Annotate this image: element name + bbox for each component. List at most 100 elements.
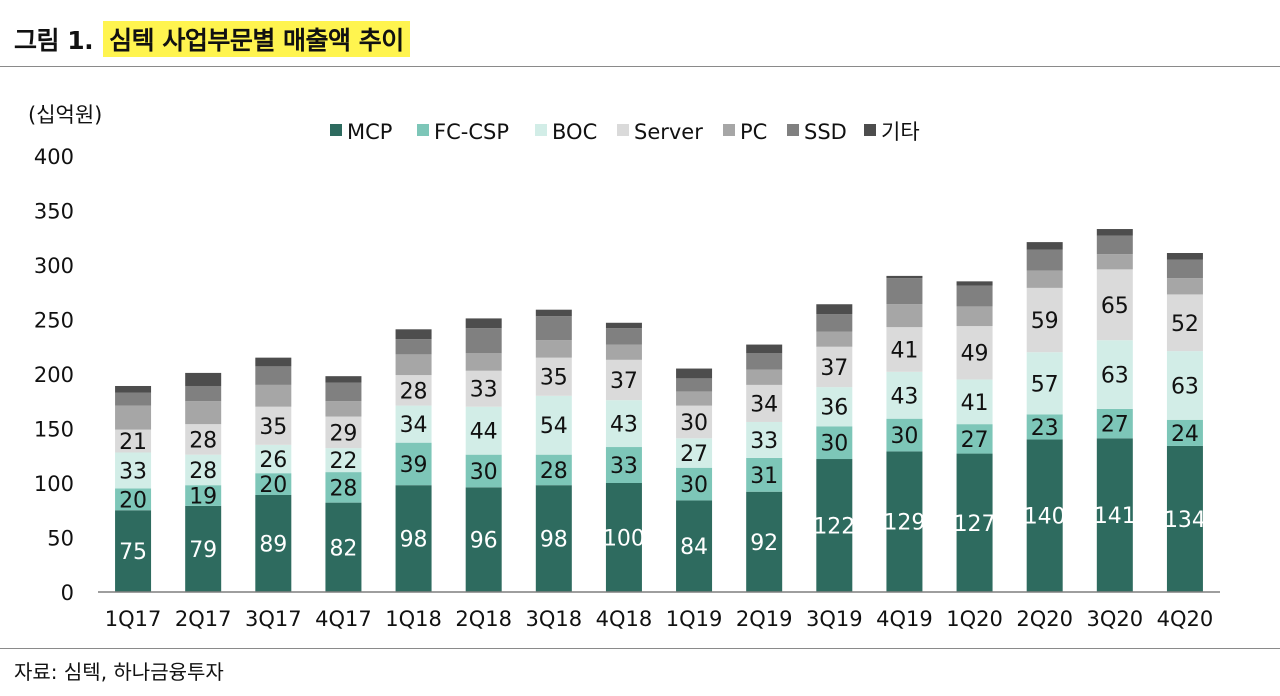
bar-segment-pc <box>1096 254 1133 270</box>
x-tick-label: 1Q19 <box>666 607 723 631</box>
data-label: 30 <box>820 432 848 457</box>
legend-label: SSD <box>804 120 847 144</box>
bottom-divider <box>0 648 1280 649</box>
bar-segment-기타 <box>465 318 502 329</box>
bar-segment-ssd <box>886 278 923 305</box>
data-label: 63 <box>1101 364 1129 389</box>
data-label: 43 <box>890 384 918 409</box>
bar-stack: 129 30 43 41 <box>883 275 925 592</box>
bar-segment-mcp <box>1096 438 1133 592</box>
bar-stack: 98 39 34 28 <box>395 329 432 592</box>
data-label: 28 <box>189 459 217 484</box>
bar-segment-pc <box>535 340 572 358</box>
x-axis: 1Q17 2Q17 3Q17 4Q17 1Q18 2Q18 3Q18 4Q18 1Q19 2Q19… <box>98 591 1220 631</box>
data-label: 79 <box>189 538 217 563</box>
bar-segment-fc-csp <box>1026 414 1063 440</box>
bar-segment-기타 <box>605 322 642 329</box>
bar-segment-pc <box>1026 270 1063 288</box>
legend-item: MCP <box>330 120 392 144</box>
legend-swatch <box>617 124 629 136</box>
bar-segment-기타 <box>1096 229 1133 236</box>
data-label: 134 <box>1164 508 1206 533</box>
bar-stack: 98 28 54 35 <box>535 309 572 592</box>
bar-segment-boc <box>746 421 783 458</box>
data-label: 22 <box>329 449 357 474</box>
bar-segment-ssd <box>185 385 222 402</box>
bar-segment-pc <box>395 354 432 376</box>
x-tick-label: 3Q20 <box>1087 607 1144 631</box>
bar-segment-기타 <box>1026 242 1063 250</box>
x-tick-label: 4Q20 <box>1157 607 1214 631</box>
bar-segment-pc <box>115 405 152 430</box>
data-label: 127 <box>954 512 996 537</box>
data-label: 89 <box>259 532 287 557</box>
bar-segment-fc-csp <box>1166 419 1203 446</box>
bar-segment-ssd <box>115 392 152 406</box>
bar-segment-ssd <box>465 328 502 354</box>
bar-segment-pc <box>255 384 292 407</box>
data-label: 34 <box>750 392 778 417</box>
bar-segment-boc <box>816 387 853 427</box>
y-tick-label: 300 <box>34 254 74 278</box>
bar-segment-기타 <box>1166 253 1203 260</box>
data-label: 63 <box>1171 374 1199 399</box>
bar-segment-mcp <box>816 459 853 592</box>
bar-segment-boc <box>1026 352 1063 415</box>
bar-segment-기타 <box>886 275 923 279</box>
data-label: 23 <box>1031 416 1059 441</box>
data-label: 96 <box>470 529 498 554</box>
data-label: 82 <box>329 536 357 561</box>
figure-header: 그림 1. 심텍 사업부문별 매출액 추이 <box>14 20 410 58</box>
bar-segment-mcp <box>1026 439 1063 592</box>
data-label: 30 <box>470 460 498 485</box>
bar-segment-ssd <box>676 378 713 392</box>
bar-segment-server <box>325 416 362 449</box>
data-label: 20 <box>119 488 147 513</box>
y-axis: 0 50 100 150 200 250 300 350 400 <box>34 145 74 605</box>
bar-segment-server <box>465 370 502 407</box>
data-label: 39 <box>400 453 428 478</box>
data-label: 29 <box>329 421 357 446</box>
bar-segment-ssd <box>605 328 642 345</box>
x-tick-label: 2Q18 <box>455 607 512 631</box>
data-label: 28 <box>540 459 568 484</box>
data-label: 27 <box>1101 413 1129 438</box>
bar-segment-server <box>676 405 713 439</box>
data-label: 141 <box>1094 504 1136 529</box>
data-label: 26 <box>259 448 287 473</box>
x-tick-label: 4Q18 <box>596 607 653 631</box>
data-label: 52 <box>1171 312 1199 337</box>
bar-segment-fc-csp <box>956 424 993 454</box>
bar-segment-기타 <box>185 372 222 386</box>
bar-segment-boc <box>185 454 222 486</box>
legend-item: FC-CSP <box>417 120 509 144</box>
bar-stack: 141 27 63 65 <box>1094 229 1136 592</box>
bar-segment-server <box>1026 287 1063 353</box>
data-label: 129 <box>883 511 925 536</box>
bar-segment-기타 <box>676 368 713 379</box>
x-tick-label: 4Q17 <box>315 607 372 631</box>
bar-segment-ssd <box>1026 249 1063 271</box>
x-tick-label: 1Q18 <box>385 607 442 631</box>
legend-item: Server <box>617 120 703 144</box>
legend-item: PC <box>723 120 767 144</box>
bars: 7520332179192828892026358228222998393428… <box>115 229 1206 592</box>
data-label: 30 <box>680 473 708 498</box>
bar-segment-ssd <box>956 285 993 307</box>
data-label: 35 <box>259 415 287 440</box>
bar-segment-fc-csp <box>746 457 783 492</box>
y-tick-label: 400 <box>34 145 74 169</box>
bar-segment-pc <box>956 306 993 327</box>
legend-item: 기타 <box>864 120 920 144</box>
y-tick-label: 350 <box>34 200 74 224</box>
bar-segment-mcp <box>746 491 783 592</box>
bar-segment-fc-csp <box>605 447 642 483</box>
data-label: 98 <box>540 528 568 553</box>
data-label: 30 <box>680 411 708 436</box>
x-tick-label: 2Q19 <box>736 607 793 631</box>
y-tick-label: 250 <box>34 309 74 333</box>
legend-label: PC <box>740 120 767 144</box>
bar-segment-server <box>746 384 783 422</box>
